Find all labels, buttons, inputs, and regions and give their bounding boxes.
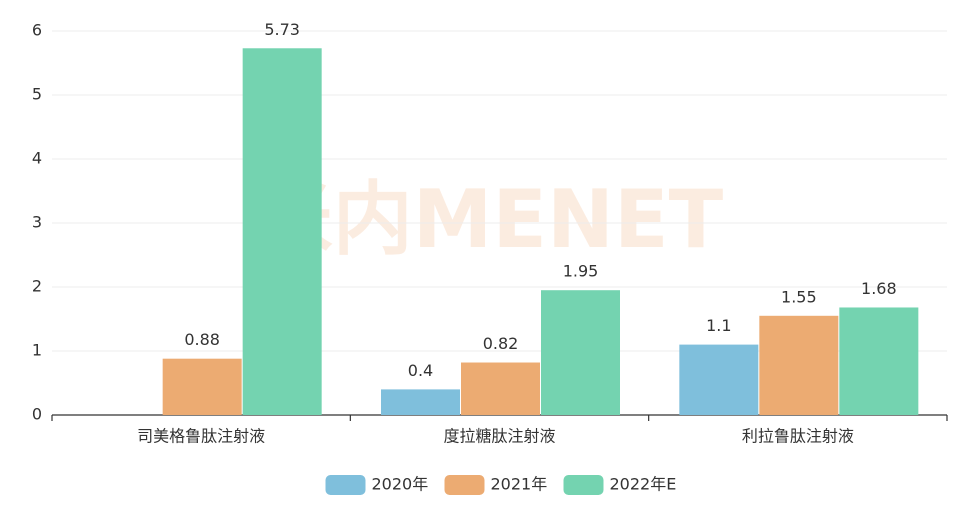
watermark: 米内MENET (253, 173, 724, 266)
bar (541, 290, 620, 415)
value-label: 0.4 (408, 361, 433, 380)
value-label: 0.82 (483, 334, 519, 353)
value-label: 5.73 (264, 20, 300, 39)
bar (461, 362, 540, 415)
bar (759, 315, 839, 415)
legend-label: 2021年 (491, 475, 548, 494)
value-label: 1.68 (861, 279, 897, 298)
legend-swatch (325, 475, 366, 495)
legend-swatch (563, 475, 604, 495)
value-label: 1.1 (706, 316, 731, 335)
legend-label: 2022年E (610, 475, 677, 494)
bar (162, 358, 242, 415)
x-tick-label: 司美格鲁肽注射液 (137, 427, 265, 446)
legend-swatch (444, 475, 485, 495)
y-tick-label: 4 (32, 149, 42, 168)
y-tick-label: 5 (32, 85, 42, 104)
y-tick-label: 0 (32, 405, 42, 424)
y-tick-label: 1 (32, 341, 42, 360)
x-tick-label: 度拉糖肽注射液 (443, 427, 555, 446)
value-label: 0.88 (184, 330, 220, 349)
y-tick-label: 6 (32, 21, 42, 40)
y-tick-label: 3 (32, 213, 42, 232)
value-label: 1.95 (563, 262, 599, 281)
bar (242, 48, 322, 415)
x-tick-label: 利拉鲁肽注射液 (742, 427, 854, 446)
bar (839, 307, 919, 415)
value-label: 1.55 (781, 287, 817, 306)
legend-label: 2020年 (372, 475, 429, 494)
bar (381, 389, 460, 415)
y-tick-label: 2 (32, 277, 42, 296)
bar (679, 344, 759, 415)
